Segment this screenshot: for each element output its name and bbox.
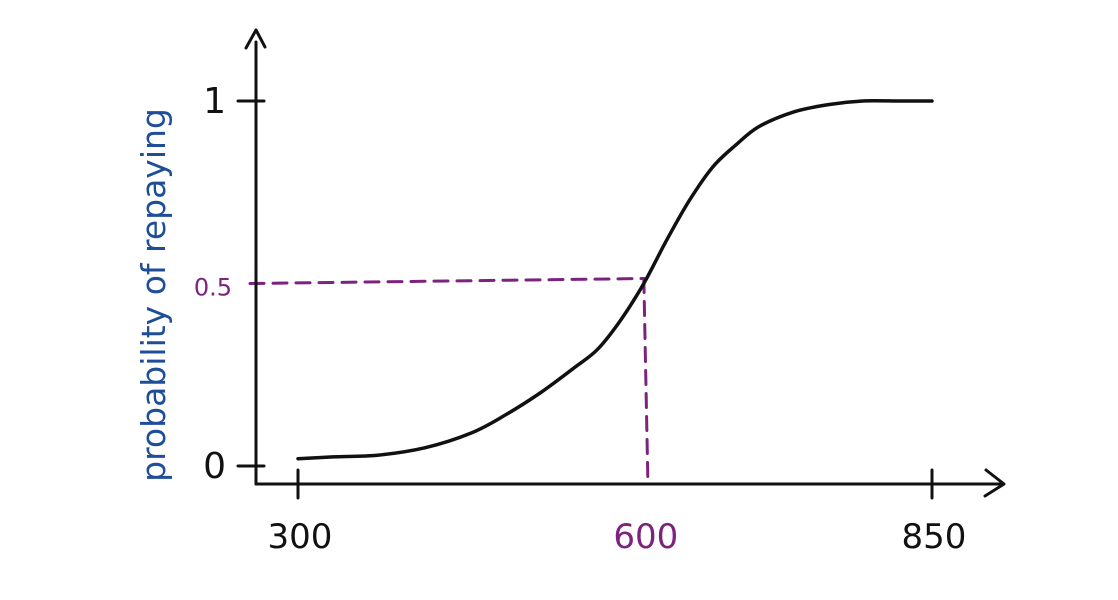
vertical-guide-line (642, 277, 650, 480)
x-tick-label-850: 850 (902, 517, 967, 557)
horizontal-guide-line (248, 277, 646, 285)
x-tick-label-300: 300 (268, 517, 333, 557)
y-tick-label-1: 1 (203, 81, 226, 122)
axes (244, 28, 1006, 498)
x-axis-arrowhead (983, 468, 1006, 498)
y-axis-label: probability of repaying (134, 108, 173, 482)
dashed-guides (248, 277, 650, 480)
x-tick-label-600: 600 (613, 517, 678, 557)
y-tick-label-0: 0 (203, 446, 226, 487)
y-axis-arrowhead (244, 28, 267, 50)
ticks-group: 300 600 850 0 0.5 1 (194, 81, 967, 557)
series-group (296, 98, 934, 461)
y-tick-label-0.5: 0.5 (194, 274, 232, 302)
series-line-0 (296, 98, 934, 461)
